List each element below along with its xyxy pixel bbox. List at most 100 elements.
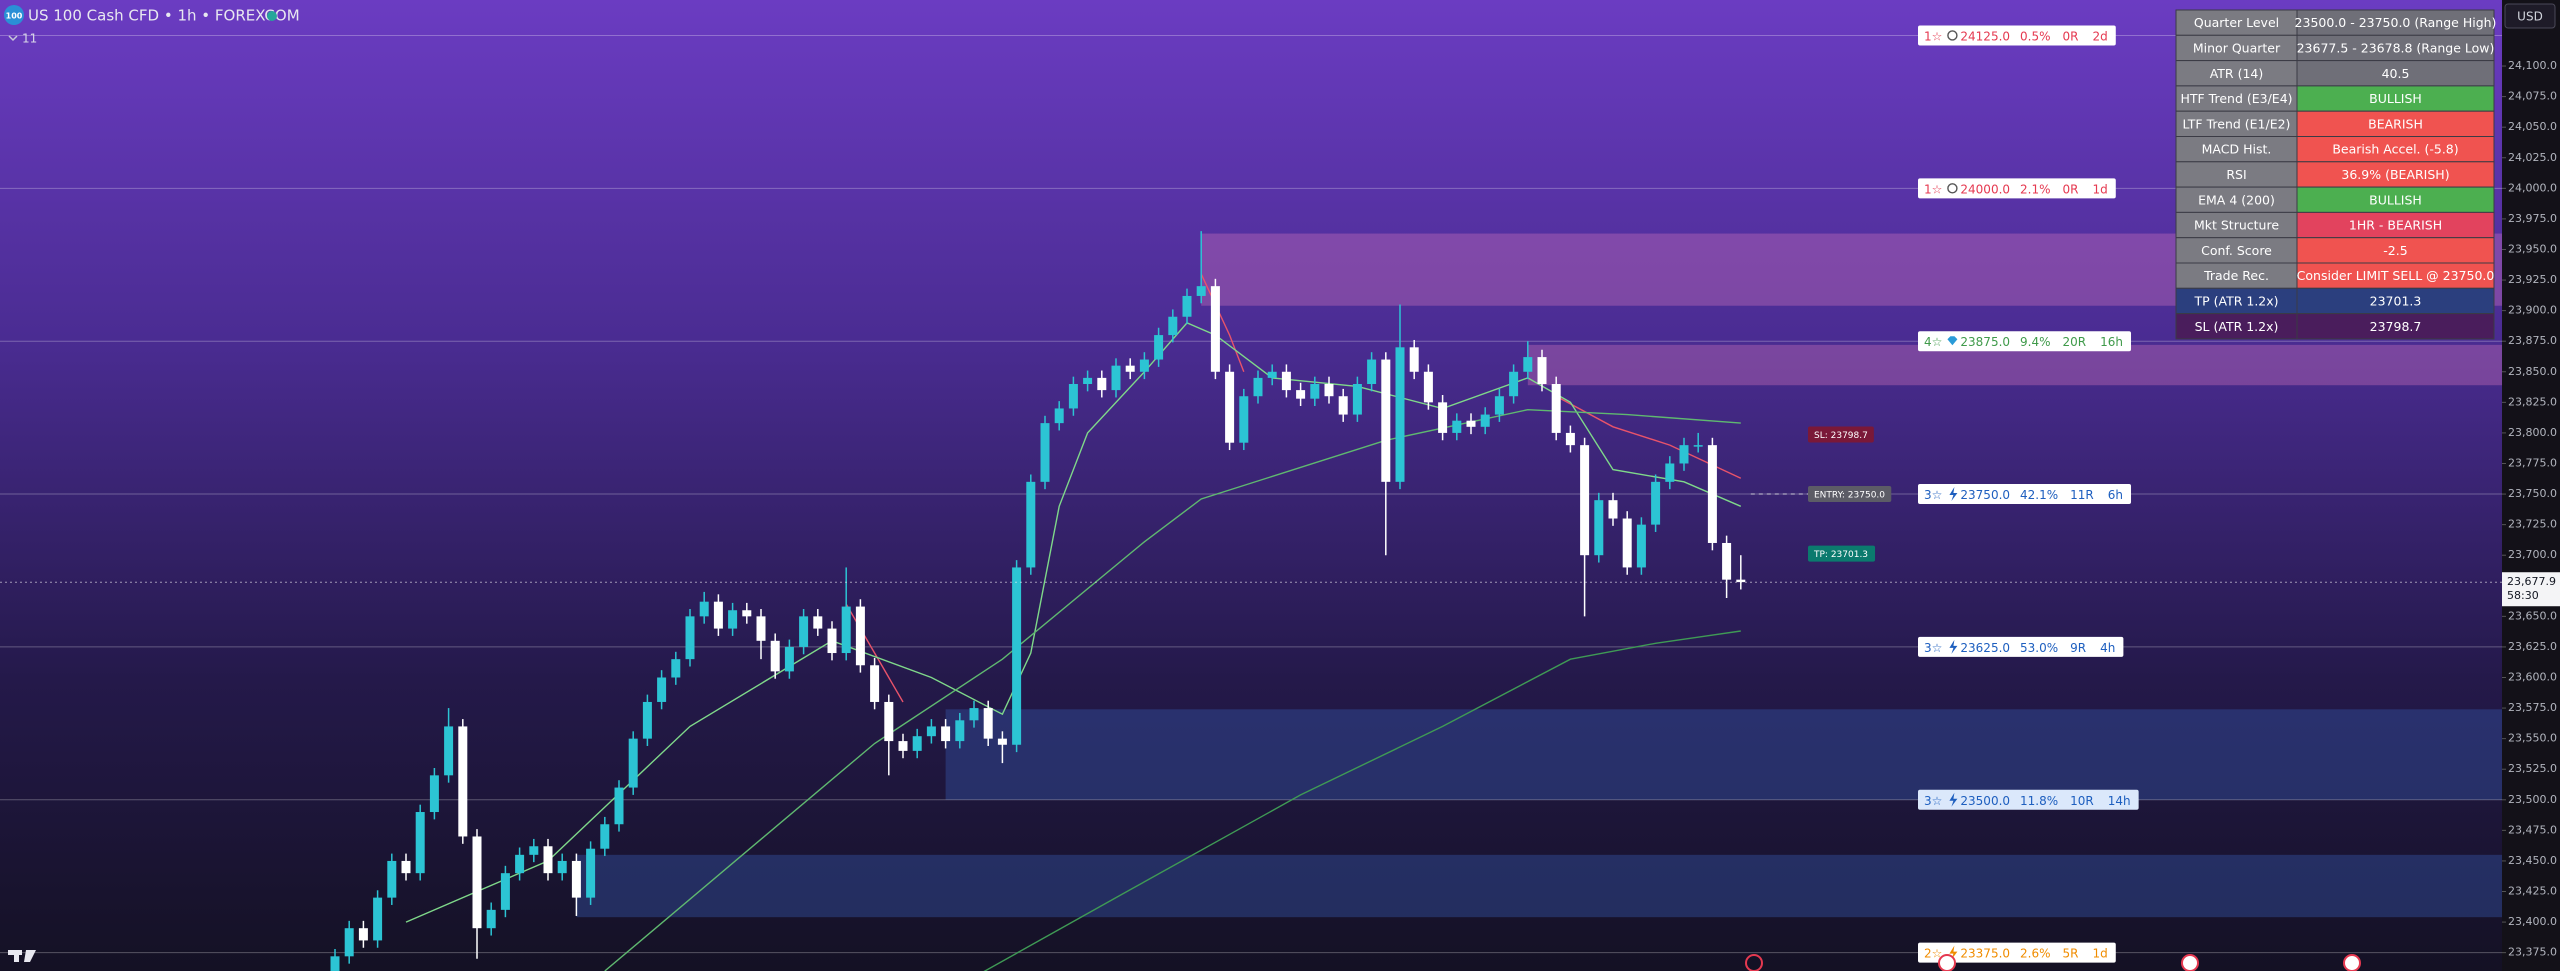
- y-tick-label: 23,525.0: [2508, 762, 2557, 775]
- level-label: 2☆ 23375.0 2.6% 5R 1d: [1924, 946, 2108, 960]
- trade-marker-box: [1808, 545, 1876, 562]
- y-tick-label: 23,800.0: [2508, 426, 2557, 439]
- candle-body: [1324, 383, 1334, 397]
- y-tick-label: 23,950.0: [2508, 242, 2557, 255]
- currency-box[interactable]: [2504, 3, 2556, 29]
- candle-body: [358, 928, 368, 941]
- y-tick-label: 23,400.0: [2508, 915, 2557, 928]
- y-tick-label: 23,500.0: [2508, 793, 2557, 806]
- current-price-box: [2502, 572, 2560, 607]
- symbol-badge: [4, 5, 24, 25]
- moving-average: [983, 630, 1741, 971]
- level-price: 23375.0: [1960, 946, 2010, 960]
- table-value: 1HR - BEARISH: [2349, 218, 2442, 233]
- candle-body: [1352, 383, 1362, 415]
- candle-body: [1594, 500, 1604, 556]
- collapse-chevron[interactable]: [8, 35, 18, 42]
- event-icons[interactable]: [1745, 954, 2361, 971]
- level-icon: [1949, 945, 1958, 960]
- candle-body: [1409, 347, 1419, 372]
- y-tick-label: 23,700.0: [2508, 548, 2557, 561]
- candle-body: [1608, 500, 1618, 519]
- candle-body: [657, 677, 667, 702]
- symbol-title[interactable]: US 100 Cash CFD • 1h • FOREXCOM: [28, 7, 300, 25]
- candle-body: [1196, 286, 1206, 296]
- table-value-cell: [2296, 237, 2495, 264]
- candle-body: [401, 860, 411, 874]
- candle-body: [642, 701, 652, 739]
- y-tick-label: 23,450.0: [2508, 854, 2557, 867]
- candle-body: [983, 708, 993, 739]
- level-r: 5R: [2063, 946, 2079, 960]
- level-r: 10R: [2070, 793, 2094, 807]
- level-label: 4☆ 23875.0 9.4% 20R 16h: [1924, 335, 2123, 349]
- level-stars: 2☆: [1924, 946, 1942, 960]
- level-price: 23875.0: [1960, 335, 2010, 349]
- table-label-cell: [2175, 313, 2298, 340]
- price-axis: [2502, 0, 2560, 971]
- candle-body: [742, 610, 752, 617]
- candle-body: [713, 601, 723, 629]
- candle-body: [969, 708, 979, 721]
- y-tick-label: 23,850.0: [2508, 365, 2557, 378]
- level-label-box: [1918, 484, 2132, 505]
- candle-body: [926, 726, 936, 737]
- level-price: 23625.0: [1960, 640, 2010, 654]
- candle-body: [841, 606, 851, 654]
- y-tick-label: 24,050.0: [2508, 120, 2557, 133]
- candle-body: [1722, 542, 1732, 580]
- table-label: RSI: [2226, 167, 2246, 182]
- level-label-box: [1918, 178, 2116, 199]
- table-label: ATR (14): [2210, 66, 2264, 81]
- table-value-cell: [2296, 9, 2495, 36]
- candle-body: [1168, 316, 1178, 336]
- candle-body: [1523, 357, 1533, 372]
- candle-body: [884, 701, 894, 742]
- candle-body: [1480, 414, 1490, 427]
- table-value: BEARISH: [2368, 116, 2423, 131]
- table-value-cell: [2296, 161, 2495, 188]
- level-icon: [1947, 30, 1958, 41]
- level-stars: 1☆: [1924, 29, 1942, 43]
- badge-text: 100: [6, 12, 23, 21]
- candle-body: [784, 646, 794, 672]
- candle-body: [344, 928, 354, 957]
- y-tick-label: 23,875.0: [2508, 334, 2557, 347]
- candle-body: [600, 824, 610, 849]
- candle-body: [387, 860, 397, 898]
- indicator-count[interactable]: 11: [22, 32, 37, 46]
- candle-body: [628, 738, 638, 788]
- level-stars: 3☆: [1924, 488, 1942, 502]
- level-label: 1☆ 24125.0 0.5% 0R 2d: [1924, 29, 2108, 43]
- table-label: EMA 4 (200): [2198, 192, 2275, 207]
- table-value: 40.5: [2382, 66, 2410, 81]
- candle-body: [586, 848, 596, 898]
- table-value-cell: [2296, 287, 2495, 315]
- candle-body: [813, 616, 823, 629]
- candle-body: [1466, 420, 1476, 427]
- table-label: Quarter Level: [2194, 15, 2279, 30]
- candle-body: [898, 741, 908, 751]
- candle-body: [500, 873, 510, 910]
- trade-marker-label: TP: 23701.3: [1813, 550, 1868, 560]
- candle-body: [1651, 481, 1661, 525]
- current-price-label: 23,677.9: [2507, 575, 2556, 588]
- trade-marker-label: ENTRY: 23750.0: [1814, 491, 1885, 501]
- candle-body: [1367, 359, 1377, 384]
- candle-body: [472, 836, 482, 929]
- level-pct: 9.4%: [2020, 335, 2051, 349]
- level-label-box: [1918, 636, 2124, 657]
- candle-body: [1509, 371, 1519, 397]
- candle-body: [1154, 335, 1164, 360]
- table-label: MACD Hist.: [2202, 142, 2272, 157]
- zone: [945, 709, 2502, 800]
- y-tick-label: 23,650.0: [2508, 609, 2557, 622]
- table-label-cell: [2175, 211, 2298, 239]
- level-time: 6h: [2108, 488, 2123, 502]
- candle-body: [827, 628, 837, 654]
- candle-body: [614, 787, 624, 825]
- candle-body: [1040, 423, 1050, 482]
- candle-body: [571, 860, 581, 898]
- table-label-cell: [2175, 110, 2298, 137]
- candle-body: [799, 616, 809, 647]
